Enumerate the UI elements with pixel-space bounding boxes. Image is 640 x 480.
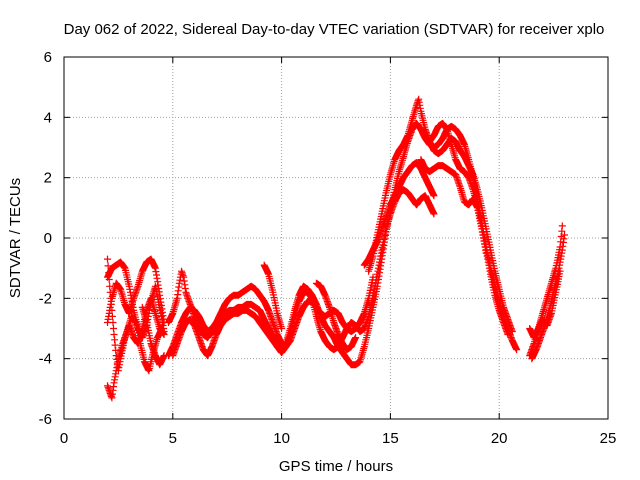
y-axis-label: SDTVAR / TECUs	[7, 178, 24, 298]
grid	[64, 57, 608, 419]
plus-markers	[138, 303, 168, 369]
plus-markers	[104, 255, 168, 326]
plus-markers	[169, 282, 377, 369]
series-trace-9	[260, 261, 286, 332]
plus-markers	[260, 261, 286, 332]
x-tick-label: 20	[491, 430, 508, 447]
y-tick-label: -4	[39, 351, 52, 368]
y-tick-label: -6	[39, 411, 52, 428]
plus-markers	[312, 279, 360, 354]
x-axis-label: GPS time / hours	[279, 458, 393, 475]
ticks	[63, 56, 609, 420]
plus-markers	[104, 312, 166, 402]
series-trace-10	[312, 279, 360, 354]
y-tick-label: 6	[44, 49, 52, 66]
x-tick-label: 15	[382, 430, 399, 447]
series-trace-4	[104, 312, 166, 402]
x-tick-label: 0	[60, 430, 68, 447]
x-tick-labels: 0 5 10 15 20 25	[60, 430, 617, 447]
plus-markers	[369, 186, 438, 302]
series-trace-14	[369, 186, 438, 302]
plus-markers	[526, 222, 566, 360]
x-tick-label: 10	[273, 430, 290, 447]
y-tick-label: -2	[39, 290, 52, 307]
plus-markers	[417, 156, 490, 257]
series-trace-3	[104, 255, 168, 326]
chart-title: Day 062 of 2022, Sidereal Day-to-day VTE…	[64, 21, 605, 38]
plus-markers	[528, 231, 568, 363]
y-tick-label: 2	[44, 170, 52, 187]
y-tick-labels: -6 -4 -2 0 2 4 6	[39, 49, 52, 428]
y-tick-label: 0	[44, 230, 52, 247]
series-trace-11	[369, 119, 521, 354]
series-trace-8	[169, 282, 377, 369]
series-trace-17	[526, 222, 566, 360]
series-trace-5	[138, 303, 168, 369]
plus-markers	[369, 119, 521, 354]
x-tick-label: 5	[169, 430, 177, 447]
data-points	[104, 95, 568, 402]
series-trace-19	[528, 231, 568, 363]
y-tick-label: 4	[44, 109, 52, 126]
series-trace-16	[417, 156, 490, 257]
x-tick-label: 25	[600, 430, 617, 447]
